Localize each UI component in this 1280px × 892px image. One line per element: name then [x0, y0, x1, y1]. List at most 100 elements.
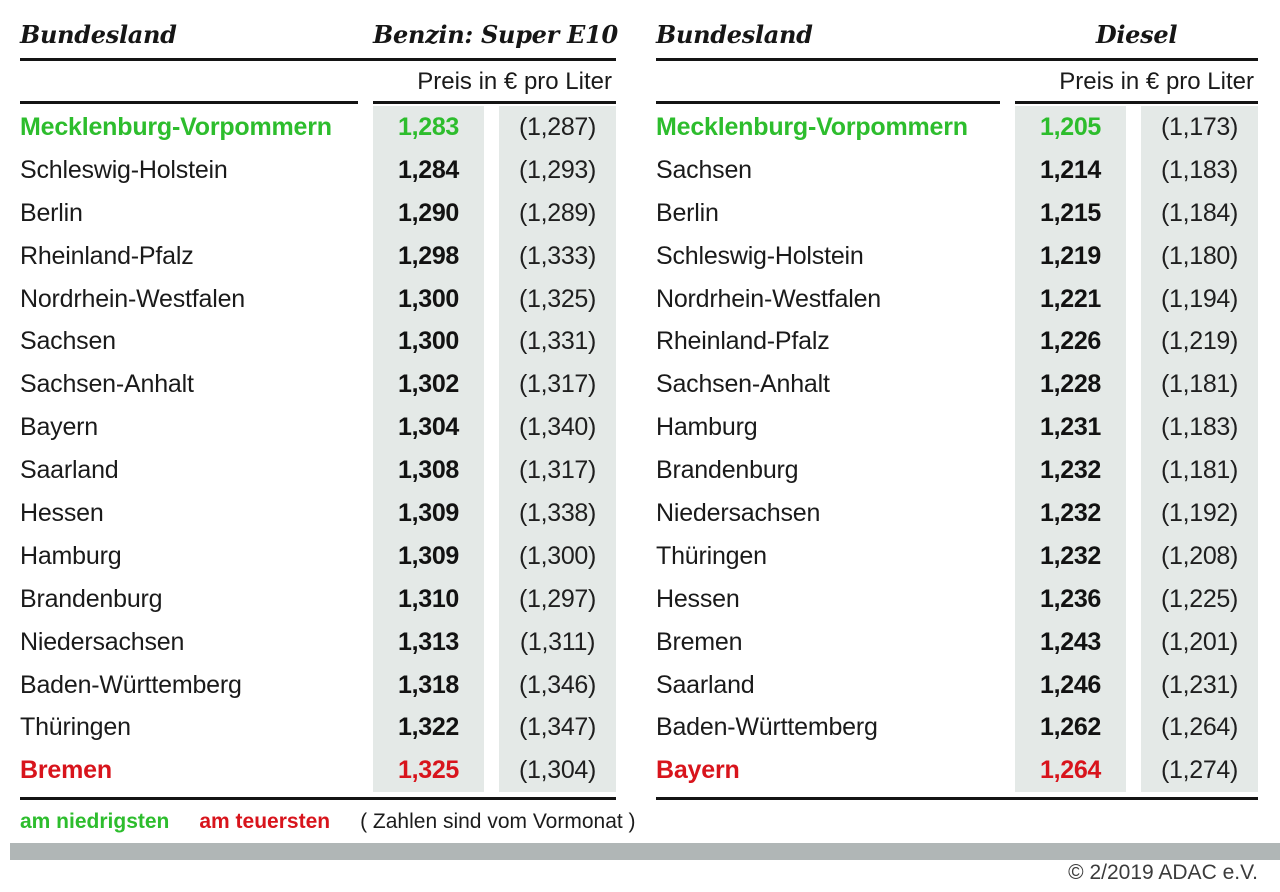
state-name: Brandenburg [656, 456, 799, 485]
previous-month-price: (1,194) [1141, 277, 1258, 321]
current-price: 1,232 [1015, 492, 1126, 535]
state-name: Hessen [656, 584, 740, 613]
state-name: Bremen [656, 627, 743, 656]
previous-month-price: (1,340) [499, 406, 616, 450]
previous-month-price: (1,325) [499, 277, 616, 321]
previous-month-price: (1,208) [1141, 534, 1258, 578]
state-name: Schleswig-Holstein [656, 241, 864, 270]
state-name: Schleswig-Holstein [20, 155, 228, 184]
previous-month-price: (1,317) [499, 449, 616, 493]
current-price: 1,322 [373, 706, 484, 750]
current-price: 1,262 [1015, 706, 1126, 750]
legend-note: ( Zahlen sind vom Vormonat ) [360, 810, 636, 833]
table-row: Niedersachsen 1,232 (1,192) [656, 492, 1258, 535]
table-row: Nordrhein-Westfalen 1,221 (1,194) [656, 277, 1258, 321]
table-row: Brandenburg 1,232 (1,181) [656, 449, 1258, 493]
previous-month-price: (1,311) [499, 620, 616, 664]
state-name: Thüringen [20, 713, 131, 742]
legend: am niedrigsten am teuersten ( Zahlen sin… [20, 810, 636, 834]
state-name: Nordrhein-Westfalen [656, 284, 882, 313]
current-price: 1,309 [373, 534, 484, 578]
current-price: 1,298 [373, 234, 484, 278]
state-name: Niedersachsen [656, 498, 821, 527]
state-name: Sachsen [20, 327, 116, 356]
table-row: Schleswig-Holstein 1,284 (1,293) [20, 148, 616, 192]
previous-month-price: (1,173) [1141, 106, 1258, 149]
state-name: Rheinland-Pfalz [20, 241, 194, 270]
benzin-subheader: Preis in € pro Liter [20, 61, 616, 101]
benzin-table-header: Bundesland Benzin: Super E10 [20, 0, 618, 58]
table-row: Sachsen 1,300 (1,331) [20, 320, 616, 364]
state-name: Rheinland-Pfalz [656, 327, 830, 356]
state-name: Nordrhein-Westfalen [20, 284, 246, 313]
state-name: Bayern [656, 756, 740, 785]
diesel-subheader: Preis in € pro Liter [656, 61, 1258, 101]
state-name: Baden-Württemberg [20, 670, 242, 699]
unit-label: Preis in € pro Liter [1059, 68, 1254, 95]
current-price: 1,243 [1015, 620, 1126, 664]
current-price: 1,300 [373, 320, 484, 364]
current-price: 1,214 [1015, 148, 1126, 192]
table-row: Brandenburg 1,310 (1,297) [20, 577, 616, 621]
table-row: Saarland 1,308 (1,317) [20, 449, 616, 493]
previous-month-price: (1,231) [1141, 663, 1258, 707]
table-row: Mecklenburg-Vorpommern 1,205 (1,173) [656, 106, 1258, 149]
header-divider [656, 101, 1258, 104]
table-row: Bayern 1,264 (1,274) [656, 749, 1258, 793]
previous-month-price: (1,183) [1141, 406, 1258, 450]
state-name: Berlin [20, 198, 83, 227]
previous-month-price: (1,274) [1141, 749, 1258, 793]
current-price: 1,290 [373, 191, 484, 235]
state-name: Niedersachsen [20, 627, 185, 656]
current-price: 1,232 [1015, 534, 1126, 578]
table-row: Berlin 1,290 (1,289) [20, 191, 616, 235]
table-row: Hamburg 1,231 (1,183) [656, 406, 1258, 450]
table-row: Niedersachsen 1,313 (1,311) [20, 620, 616, 664]
current-price: 1,325 [373, 749, 484, 793]
table-row: Bremen 1,325 (1,304) [20, 749, 616, 793]
previous-month-price: (1,180) [1141, 234, 1258, 278]
state-name: Baden-Württemberg [656, 713, 878, 742]
previous-month-price: (1,338) [499, 492, 616, 535]
divider-bar [10, 843, 1280, 860]
table-row: Thüringen 1,322 (1,347) [20, 706, 616, 750]
table-row: Nordrhein-Westfalen 1,300 (1,325) [20, 277, 616, 321]
current-price: 1,219 [1015, 234, 1126, 278]
table-row: Bremen 1,243 (1,201) [656, 620, 1258, 664]
previous-month-price: (1,184) [1141, 191, 1258, 235]
benzin-table-body: Mecklenburg-Vorpommern 1,283 (1,287) Sch… [20, 104, 616, 797]
current-price: 1,300 [373, 277, 484, 321]
previous-month-price: (1,297) [499, 577, 616, 621]
current-price: 1,304 [373, 406, 484, 450]
table-row: Baden-Württemberg 1,262 (1,264) [656, 706, 1258, 750]
current-price: 1,264 [1015, 749, 1126, 793]
diesel-table-header: Bundesland Diesel [656, 0, 1258, 58]
previous-month-price: (1,333) [499, 234, 616, 278]
state-name: Bayern [20, 413, 99, 442]
previous-month-price: (1,181) [1141, 449, 1258, 493]
bundesland-column-header: Bundesland [20, 20, 177, 49]
bundesland-column-header: Bundesland [656, 20, 813, 49]
current-price: 1,283 [373, 106, 484, 149]
table-row: Hessen 1,236 (1,225) [656, 577, 1258, 621]
state-name: Bremen [20, 756, 112, 785]
previous-month-price: (1,225) [1141, 577, 1258, 621]
state-name: Sachsen-Anhalt [20, 370, 194, 399]
previous-month-price: (1,331) [499, 320, 616, 364]
current-price: 1,309 [373, 492, 484, 535]
current-price: 1,215 [1015, 191, 1126, 235]
state-name: Saarland [656, 670, 755, 699]
previous-month-price: (1,346) [499, 663, 616, 707]
bottom-divider [20, 797, 616, 801]
copyright: © 2/2019 ADAC e.V. [1068, 861, 1258, 884]
previous-month-price: (1,219) [1141, 320, 1258, 364]
table-row: Mecklenburg-Vorpommern 1,283 (1,287) [20, 106, 616, 149]
bottom-divider [656, 797, 1258, 801]
current-price: 1,226 [1015, 320, 1126, 364]
table-row: Sachsen-Anhalt 1,302 (1,317) [20, 363, 616, 407]
current-price: 1,205 [1015, 106, 1126, 149]
table-row: Rheinland-Pfalz 1,226 (1,219) [656, 320, 1258, 364]
fuel-type-header: Benzin: Super E10 [373, 20, 618, 49]
previous-month-price: (1,201) [1141, 620, 1258, 664]
